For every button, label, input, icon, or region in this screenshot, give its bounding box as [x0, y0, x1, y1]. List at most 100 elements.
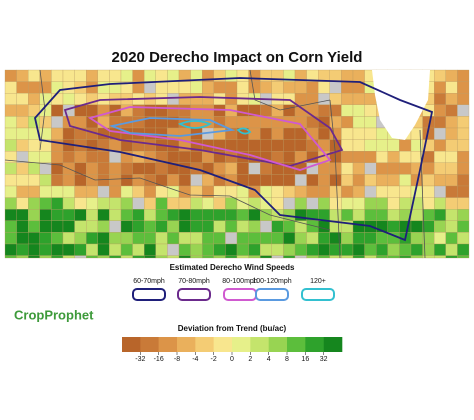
- county: [260, 232, 272, 245]
- county: [387, 243, 400, 256]
- county: [97, 243, 110, 256]
- county: [434, 185, 446, 198]
- county: [248, 220, 261, 233]
- county: [16, 185, 29, 198]
- county: [318, 127, 330, 140]
- county: [294, 197, 307, 210]
- county: [144, 255, 156, 259]
- county: [39, 220, 52, 233]
- county: [399, 243, 412, 256]
- county: [387, 255, 400, 259]
- county: [109, 162, 122, 175]
- county: [202, 93, 214, 105]
- county: [236, 116, 249, 129]
- county: [51, 209, 64, 221]
- county: [364, 174, 377, 187]
- wind-legend-title: Estimated Derecho Wind Speeds: [170, 263, 295, 272]
- county: [283, 185, 296, 198]
- county: [4, 116, 17, 129]
- county: [97, 209, 110, 221]
- county: [283, 139, 296, 152]
- county: [86, 162, 98, 175]
- county: [236, 232, 249, 245]
- county: [155, 81, 168, 94]
- county: [74, 69, 87, 82]
- county: [364, 104, 377, 117]
- county: [132, 69, 145, 82]
- county: [248, 162, 261, 175]
- county: [109, 197, 122, 210]
- county: [283, 232, 296, 245]
- county: [190, 185, 203, 198]
- county: [318, 93, 330, 105]
- county: [120, 197, 133, 210]
- county: [155, 104, 168, 117]
- county: [445, 81, 458, 94]
- county: [132, 185, 145, 198]
- county: [283, 243, 296, 256]
- county: [271, 255, 284, 259]
- county: [28, 243, 40, 256]
- county: [132, 232, 145, 245]
- county: [271, 174, 284, 187]
- wind-contour: [34, 77, 434, 242]
- county: [341, 139, 354, 152]
- county: [376, 139, 388, 152]
- county: [178, 127, 191, 140]
- county: [120, 220, 133, 233]
- color-scale-label: -16: [154, 356, 164, 363]
- county: [202, 174, 214, 187]
- county: [457, 197, 470, 210]
- county: [341, 162, 354, 175]
- color-scale-segment: [305, 337, 324, 352]
- county: [155, 162, 168, 175]
- county: [457, 93, 470, 105]
- county: [434, 162, 446, 175]
- county: [364, 243, 377, 256]
- county: [410, 243, 423, 256]
- county: [213, 127, 226, 140]
- county: [364, 185, 377, 198]
- county: [62, 232, 75, 245]
- county: [16, 127, 29, 140]
- county: [352, 162, 365, 175]
- county: [410, 255, 423, 259]
- county: [376, 255, 388, 259]
- county: [457, 243, 470, 256]
- county: [364, 116, 377, 129]
- county: [28, 185, 40, 198]
- wind-legend-label: 80-100mph: [222, 278, 258, 285]
- county: [190, 81, 203, 94]
- county: [341, 209, 354, 221]
- county: [4, 93, 17, 105]
- county: [399, 197, 412, 210]
- county: [190, 209, 203, 221]
- county: [260, 255, 272, 259]
- county: [329, 93, 342, 105]
- color-scale-segment: [158, 337, 178, 352]
- county: [271, 139, 284, 152]
- county: [178, 104, 191, 117]
- county: [445, 139, 458, 152]
- county: [109, 209, 122, 221]
- county: [445, 93, 458, 105]
- county: [399, 139, 412, 152]
- county: [86, 243, 98, 256]
- county: [306, 243, 319, 256]
- county: [387, 185, 400, 198]
- county: [190, 243, 203, 256]
- county: [364, 151, 377, 163]
- county: [86, 220, 98, 233]
- county: [341, 174, 354, 187]
- county: [167, 104, 180, 117]
- county: [364, 162, 377, 175]
- county: [387, 139, 400, 152]
- county: [225, 69, 238, 82]
- county: [4, 185, 17, 198]
- county: [283, 104, 296, 117]
- county: [62, 209, 75, 221]
- county: [434, 116, 446, 129]
- county: [51, 185, 64, 198]
- county: [225, 243, 238, 256]
- county: [74, 174, 87, 187]
